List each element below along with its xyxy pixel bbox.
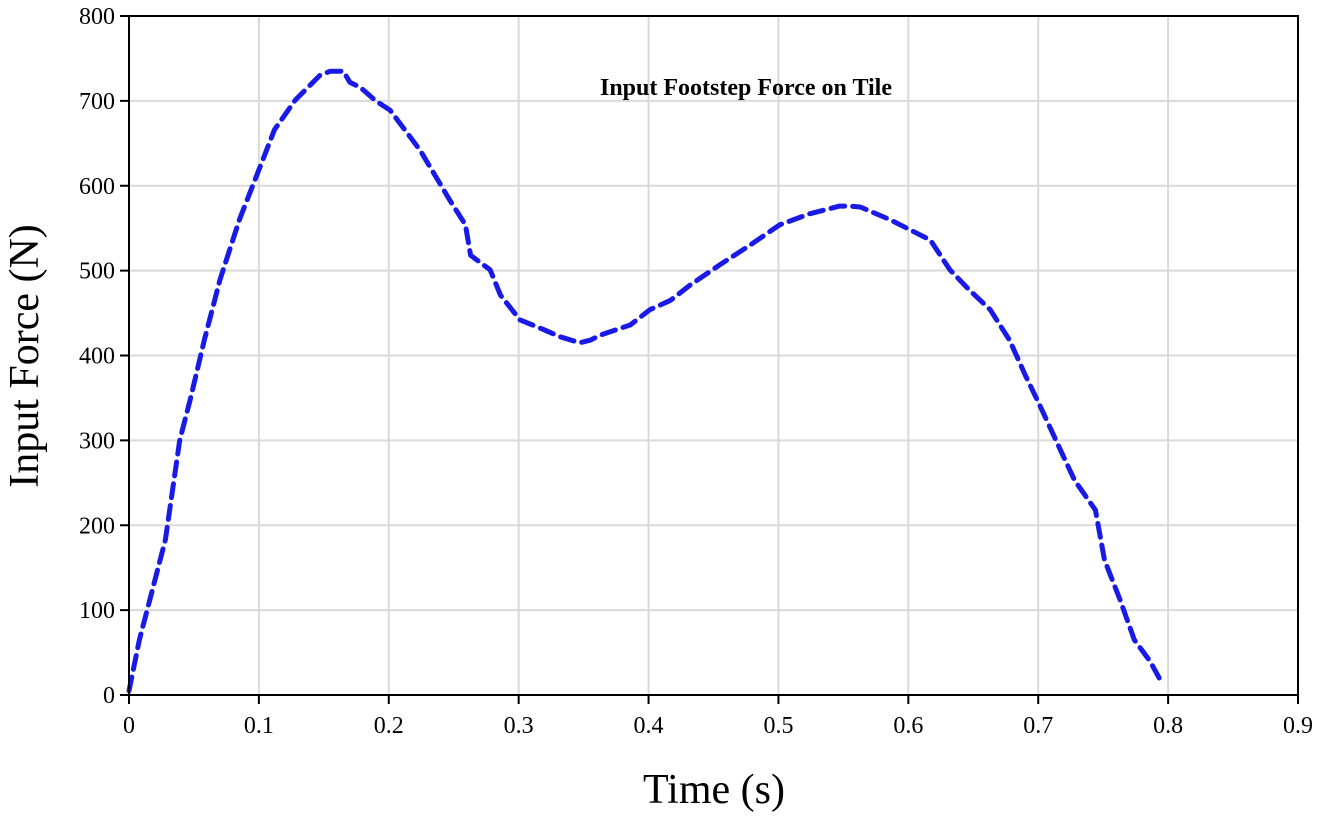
x-tick-label: 0.9 [1283, 713, 1313, 739]
y-axis-title: Input Force (N) [2, 224, 48, 488]
x-tick-label: 0.6 [893, 713, 923, 739]
y-tick-label: 400 [79, 344, 115, 370]
x-tick-label: 0.1 [244, 713, 274, 739]
y-tick-label: 0 [103, 683, 115, 709]
x-tick-label: 0.4 [634, 713, 664, 739]
x-tick-label: 0.8 [1153, 713, 1183, 739]
x-tick-label: 0 [123, 713, 135, 739]
x-tick-label: 0.5 [763, 713, 793, 739]
y-axis-ticks: 0 100 200 300 400 500 600 700 800 [79, 4, 129, 709]
y-tick-label: 100 [79, 598, 115, 624]
y-tick-label: 300 [79, 428, 115, 454]
series-line-input-force [126, 68, 1166, 694]
x-axis-ticks: 0 0.1 0.2 0.3 0.4 0.5 0.6 0.7 0.8 0.9 [123, 695, 1313, 739]
chart-title: Input Footstep Force on Tile [600, 75, 892, 101]
gridlines [129, 16, 1298, 695]
x-tick-label: 0.7 [1023, 713, 1053, 739]
plot-area [126, 68, 1166, 694]
x-axis-title: Time (s) [643, 767, 785, 813]
y-tick-label: 600 [79, 174, 115, 200]
y-tick-label: 200 [79, 513, 115, 539]
x-tick-label: 0.3 [504, 713, 534, 739]
y-tick-label: 700 [79, 89, 115, 115]
x-tick-label: 0.2 [374, 713, 404, 739]
y-tick-label: 800 [79, 4, 115, 30]
y-tick-label: 500 [79, 259, 115, 285]
